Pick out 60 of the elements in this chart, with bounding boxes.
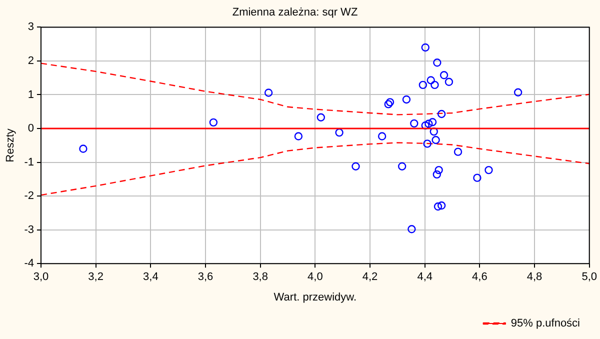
point bbox=[434, 166, 443, 174]
point bbox=[421, 121, 430, 130]
x-tick-label: 4,0 bbox=[308, 271, 323, 284]
chart-title: Zmienna zależna: sqr WZ bbox=[232, 6, 358, 19]
point bbox=[398, 162, 406, 170]
point bbox=[335, 128, 344, 137]
y-tick-label: 1 bbox=[28, 88, 34, 101]
x-tick-label: 3,8 bbox=[252, 271, 268, 284]
point bbox=[426, 76, 435, 84]
point bbox=[430, 127, 438, 136]
point bbox=[434, 202, 442, 211]
y-tick-label: -4 bbox=[24, 258, 34, 270]
x-tick-label: 3,0 bbox=[33, 271, 49, 284]
point bbox=[418, 80, 428, 90]
point bbox=[79, 144, 88, 153]
y-tick-label: 0 bbox=[28, 122, 34, 135]
x-tick-label: 5,0 bbox=[582, 271, 598, 284]
y-axis-title: Reszty bbox=[4, 128, 17, 162]
point bbox=[484, 166, 493, 174]
point bbox=[473, 174, 482, 182]
point bbox=[424, 120, 433, 128]
point bbox=[408, 225, 416, 234]
x-tick-label: 4,6 bbox=[472, 271, 488, 284]
legend-label: 95% p.ufności bbox=[510, 318, 580, 330]
x-tick-label: 3,2 bbox=[88, 271, 104, 284]
point bbox=[421, 43, 430, 52]
point bbox=[437, 201, 446, 210]
point bbox=[410, 119, 418, 128]
x-tick-label: 4,8 bbox=[526, 271, 542, 284]
x-tick-label: 3,6 bbox=[198, 271, 214, 284]
point bbox=[433, 58, 442, 67]
y-tick-label: -3 bbox=[24, 224, 34, 236]
x-tick-label: 4,4 bbox=[417, 271, 432, 284]
x-axis-title: Wart. przewidyw. bbox=[274, 291, 357, 304]
point bbox=[514, 88, 522, 96]
x-tick-label: 4,2 bbox=[362, 271, 378, 284]
point bbox=[316, 113, 326, 122]
point bbox=[454, 148, 462, 156]
point bbox=[402, 95, 411, 104]
point bbox=[264, 88, 273, 97]
point bbox=[378, 132, 386, 140]
x-tick-label: 3,4 bbox=[143, 271, 158, 284]
point bbox=[430, 80, 439, 90]
point bbox=[209, 118, 218, 127]
point bbox=[444, 78, 454, 86]
point bbox=[432, 170, 442, 179]
point bbox=[423, 140, 432, 148]
point bbox=[432, 136, 440, 144]
y-tick-label: 2 bbox=[28, 55, 34, 68]
point bbox=[437, 110, 446, 118]
point bbox=[386, 98, 394, 106]
point bbox=[384, 100, 392, 108]
y-tick-label: -1 bbox=[24, 156, 34, 168]
y-tick-label: -2 bbox=[24, 190, 34, 202]
line-series bbox=[40, 62, 590, 116]
point bbox=[440, 71, 448, 80]
point bbox=[428, 118, 437, 126]
point bbox=[294, 132, 303, 140]
y-tick-label: 3 bbox=[28, 21, 34, 34]
point bbox=[352, 162, 360, 170]
